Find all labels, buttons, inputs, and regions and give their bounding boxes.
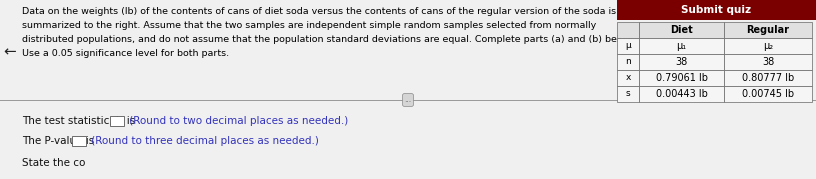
- Bar: [617, 38, 639, 54]
- Bar: [617, 54, 639, 70]
- Text: (Round to two decimal places as needed.): (Round to two decimal places as needed.): [126, 116, 348, 126]
- Bar: [617, 86, 639, 102]
- Text: Data on the weights (lb) of the contents of cans of diet soda versus the content: Data on the weights (lb) of the contents…: [22, 7, 616, 16]
- Bar: [724, 70, 812, 86]
- Text: summarized to the right. Assume that the two samples are independent simple rand: summarized to the right. Assume that the…: [22, 21, 596, 30]
- Text: Diet: Diet: [670, 25, 693, 35]
- Text: 0.79061 lb: 0.79061 lb: [655, 73, 707, 83]
- Text: μ: μ: [625, 42, 631, 50]
- Text: 38: 38: [676, 57, 688, 67]
- Bar: [639, 22, 724, 38]
- Text: 0.00443 lb: 0.00443 lb: [655, 89, 707, 99]
- Text: distributed populations, and do not assume that the population standard deviatio: distributed populations, and do not assu…: [22, 35, 635, 44]
- Text: The test statistic, t, is: The test statistic, t, is: [22, 116, 139, 126]
- Text: Regular: Regular: [747, 25, 790, 35]
- Bar: [617, 22, 639, 38]
- Bar: [724, 86, 812, 102]
- Text: Use a 0.05 significance level for both parts.: Use a 0.05 significance level for both p…: [22, 49, 229, 58]
- Bar: [617, 70, 639, 86]
- Text: State the co: State the co: [22, 158, 86, 168]
- Bar: [617, 0, 816, 20]
- Text: Submit quiz: Submit quiz: [681, 5, 752, 15]
- Bar: [639, 70, 724, 86]
- Text: ...: ...: [405, 96, 411, 105]
- Text: μ₁: μ₁: [676, 41, 686, 51]
- Bar: [639, 38, 724, 54]
- Text: 0.00745 lb: 0.00745 lb: [742, 89, 794, 99]
- Bar: [724, 38, 812, 54]
- Text: n: n: [625, 57, 631, 67]
- Bar: [724, 54, 812, 70]
- Text: 38: 38: [762, 57, 774, 67]
- Bar: [73, 136, 86, 146]
- Bar: [639, 54, 724, 70]
- Text: ←: ←: [3, 45, 16, 59]
- Text: x: x: [625, 74, 631, 83]
- Text: μ₂: μ₂: [763, 41, 773, 51]
- Text: s: s: [626, 90, 630, 98]
- Bar: [639, 86, 724, 102]
- Text: (Round to three decimal places as needed.): (Round to three decimal places as needed…: [88, 136, 319, 146]
- Text: The P-value is: The P-value is: [22, 136, 97, 146]
- Text: 0.80777 lb: 0.80777 lb: [742, 73, 794, 83]
- Bar: [110, 116, 124, 126]
- Bar: [724, 22, 812, 38]
